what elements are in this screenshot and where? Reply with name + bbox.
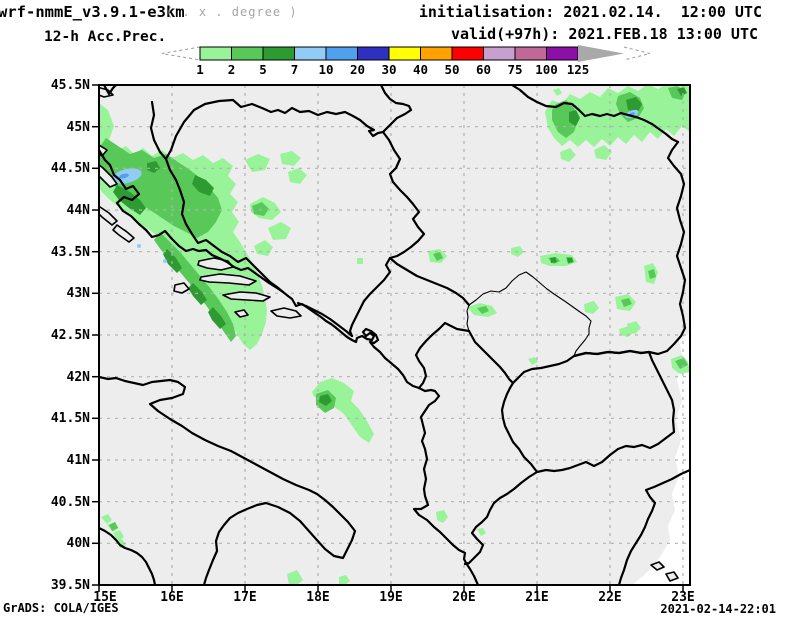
lat-tick-label: 40.5N — [51, 495, 90, 510]
colorbar-tick: 30 — [381, 62, 396, 77]
lon-tick-label: 15E — [93, 590, 116, 605]
adriatic-coastline — [99, 148, 480, 585]
lat-axis: 45.5N 45N 44.5N 44N 43.5N 43N 42.5N 42N … — [51, 78, 90, 593]
lat-tick-label: 43.5N — [51, 245, 90, 260]
border-albania-greece — [463, 470, 539, 566]
lon-tick-label: 16E — [160, 590, 183, 605]
domain-edge-strip — [632, 333, 690, 585]
map-panel: 45.5N 45N 44.5N 44N 43.5N 43N 42.5N 42N … — [51, 78, 695, 605]
grads-credit: GrADS: COLA/IGES — [3, 601, 119, 615]
italy-adriatic-coast — [99, 375, 357, 585]
precip-blue-core — [119, 173, 129, 179]
border-serbia-croatia — [379, 85, 413, 134]
valid-label: valid(+97h): 2021.FEB.18 13:00 UTC — [451, 25, 758, 43]
border-montenegro-albania — [414, 321, 471, 390]
colorbar-tick: 75 — [507, 62, 522, 77]
colorbar-tick: 20 — [350, 62, 365, 77]
lat-tick-label: 42.5N — [51, 328, 90, 343]
border-serbia-bulgaria — [639, 140, 687, 356]
colorbar-tick: 10 — [318, 62, 333, 77]
italy-tyrrhenian-coast — [99, 526, 157, 585]
border-drina-bosnia-serbia — [381, 130, 426, 260]
colorbar-segment — [420, 46, 453, 61]
colorbar-tick: 7 — [291, 62, 299, 77]
colorbar-segment — [388, 46, 421, 61]
lat-tick-label: 41N — [67, 453, 91, 468]
colorbar-tick: 2 — [228, 62, 236, 77]
lon-tick-label: 19E — [379, 590, 402, 605]
precip-blue-speck — [163, 259, 167, 263]
lon-axis: 15E 16E 17E 18E 19E 20E 21E 22E 23E — [93, 590, 694, 605]
colorbar-tick: 1 — [196, 62, 204, 77]
creation-timestamp: 2021-02-14-22:01 — [660, 602, 776, 616]
header: wrf-nmmE_v3.9.1-e3km ( . x . degree ) 12… — [0, 3, 762, 45]
lat-tick-label: 44N — [67, 203, 91, 218]
lon-tick-label: 20E — [452, 590, 475, 605]
precip-blue-speck — [137, 244, 141, 248]
lat-tick-label: 44.5N — [51, 161, 90, 176]
colorbar-right-arrow-icon — [578, 45, 624, 62]
colorbar-tick: 40 — [413, 62, 428, 77]
lon-tick-label: 23E — [671, 590, 694, 605]
lat-tick-label: 45N — [67, 120, 91, 135]
lon-tick-label: 22E — [598, 590, 621, 605]
model-title: wrf-nmmE_v3.9.1-e3km — [0, 3, 185, 21]
colorbar-segment — [199, 46, 232, 61]
lat-tick-label: 45.5N — [51, 78, 90, 93]
lon-tick-label: 18E — [306, 590, 329, 605]
product-label: 12-h Acc.Prec. — [44, 29, 166, 45]
lat-tick-label: 39.5N — [51, 578, 90, 593]
lat-tick-label: 41.5N — [51, 411, 90, 426]
colorbar-segment — [514, 46, 547, 61]
axis-ticks — [92, 84, 684, 592]
colorbar-tick: 5 — [259, 62, 267, 77]
map-layers — [99, 85, 690, 585]
border-serbia-romania-danube — [510, 85, 680, 144]
colorbar-tick: 100 — [535, 62, 558, 77]
initialisation-label: initialisation: 2021.02.14. 12:00 UTC — [419, 3, 762, 21]
border-topleft-squiggle — [102, 85, 118, 96]
colorbar-segment — [357, 46, 390, 61]
model-grid-note: ( . x . degree ) — [166, 5, 298, 19]
precip-medium-green-layer — [99, 86, 688, 531]
border-macedonia — [500, 349, 676, 474]
lon-tick-label: 17E — [233, 590, 256, 605]
border-croatia-bosnia-north — [149, 98, 385, 161]
colorbar-segment — [546, 46, 579, 61]
lat-tick-label: 43N — [67, 286, 91, 301]
colorbar-segment — [325, 46, 358, 61]
footer: GrADS: COLA/IGES 2021-02-14-22:01 — [3, 601, 776, 616]
colorbar-tick: 50 — [444, 62, 459, 77]
colorbar: 1 2 5 7 10 20 30 40 50 60 75 100 125 — [161, 45, 651, 77]
border-croatia-bosnia-west — [164, 157, 285, 294]
colorbar-segment — [483, 46, 516, 61]
colorbar-right-arrow-tail-icon — [623, 46, 651, 61]
precip-light-green-layer — [99, 85, 690, 585]
border-bosnia-montenegro — [348, 256, 392, 338]
colorbar-segment — [262, 46, 295, 61]
colorbar-segment — [231, 46, 264, 61]
lat-tick-label: 40N — [67, 536, 91, 551]
lon-tick-label: 21E — [525, 590, 548, 605]
kosovo-border — [466, 271, 592, 384]
greece-aegean-coast — [617, 468, 690, 585]
border-croatia-strip-dubrovnik — [296, 301, 354, 338]
colorbar-tick: 125 — [567, 62, 590, 77]
colorbar-segment — [451, 46, 484, 61]
gridlines — [99, 85, 690, 585]
colorbar-tick: 60 — [476, 62, 491, 77]
lat-tick-label: 42N — [67, 370, 91, 385]
colorbar-left-arrow-icon — [161, 46, 201, 61]
colorbar-segment — [294, 46, 327, 61]
border-montenegro-serbia — [388, 256, 471, 307]
